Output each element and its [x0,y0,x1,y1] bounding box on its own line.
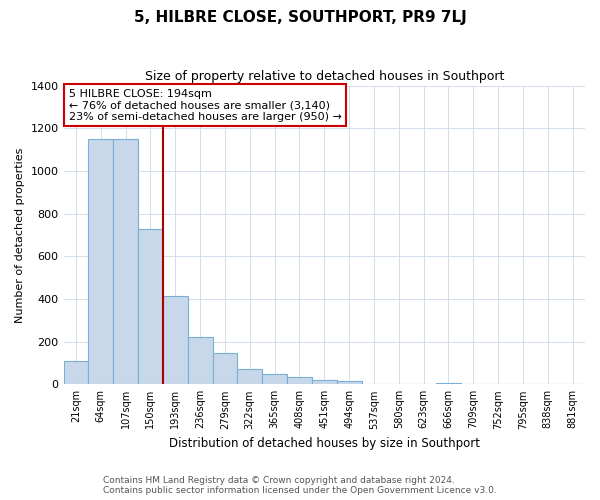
Bar [238,369,262,384]
Bar [312,380,337,384]
Bar [88,139,113,384]
Bar [262,374,287,384]
Bar [212,354,238,384]
Text: 5, HILBRE CLOSE, SOUTHPORT, PR9 7LJ: 5, HILBRE CLOSE, SOUTHPORT, PR9 7LJ [134,10,466,25]
Bar [64,361,88,384]
X-axis label: Distribution of detached houses by size in Southport: Distribution of detached houses by size … [169,437,480,450]
Bar [188,338,212,384]
Title: Size of property relative to detached houses in Southport: Size of property relative to detached ho… [145,70,504,83]
Text: Contains HM Land Registry data © Crown copyright and database right 2024.
Contai: Contains HM Land Registry data © Crown c… [103,476,497,495]
Text: 5 HILBRE CLOSE: 194sqm
← 76% of detached houses are smaller (3,140)
23% of semi-: 5 HILBRE CLOSE: 194sqm ← 76% of detached… [69,88,341,122]
Y-axis label: Number of detached properties: Number of detached properties [15,147,25,322]
Bar [163,296,188,384]
Bar [287,378,312,384]
Bar [113,139,138,384]
Bar [337,381,362,384]
Bar [436,382,461,384]
Bar [138,228,163,384]
